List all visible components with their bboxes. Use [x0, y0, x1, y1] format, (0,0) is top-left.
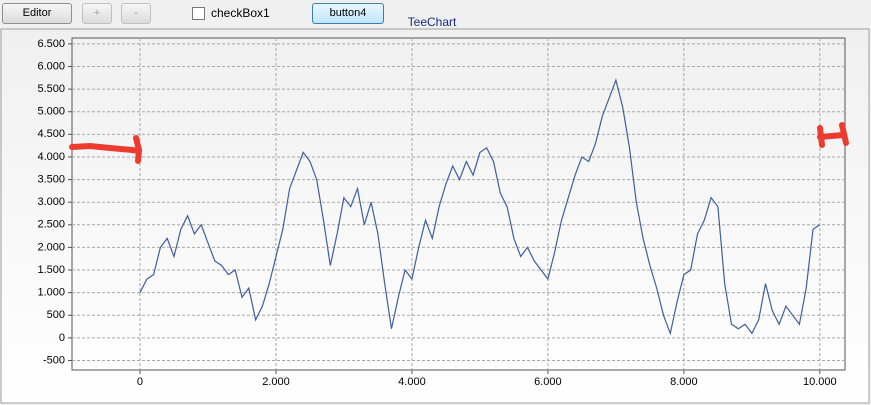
y-tick-label: 2.500 — [37, 219, 65, 231]
red-annotation — [69, 135, 143, 164]
y-tick-label: 500 — [47, 309, 65, 321]
x-tick-label: 8.000 — [670, 376, 698, 388]
checkbox-label: checkBox1 — [211, 6, 270, 20]
button4[interactable]: button4 — [312, 3, 384, 24]
y-tick-label: 3.500 — [37, 173, 65, 185]
x-tick-label: 10.000 — [803, 376, 837, 388]
y-tick-label: 4.000 — [37, 151, 65, 163]
y-tick-label: 6.500 — [37, 38, 65, 50]
x-tick-label: 2.000 — [262, 376, 290, 388]
data-line — [139, 78, 821, 336]
y-tick-label: 2.000 — [37, 241, 65, 253]
red-annotation — [817, 122, 849, 148]
y-tick-label: 5.500 — [37, 83, 65, 95]
y-tick-label: -500 — [43, 354, 65, 366]
y-tick-label: 6.000 — [37, 60, 65, 72]
x-tick-label: 0 — [137, 376, 143, 388]
chart-panel — [0, 28, 870, 404]
chart-title: TeeChart — [408, 15, 457, 29]
minus-button[interactable]: - — [121, 3, 151, 24]
checkbox[interactable]: checkBox1 — [192, 6, 270, 20]
plot-frame — [71, 37, 846, 371]
y-tick-label: 4.500 — [37, 128, 65, 140]
y-tick-label: 1.500 — [37, 264, 65, 276]
y-tick-label: 1.000 — [37, 287, 65, 299]
y-tick-label: 5.000 — [37, 106, 65, 118]
y-tick-label: 3.000 — [37, 196, 65, 208]
plus-button[interactable]: + — [82, 3, 112, 24]
x-tick-label: 6.000 — [534, 376, 562, 388]
x-tick-label: 4.000 — [398, 376, 426, 388]
checkbox-box[interactable] — [192, 6, 205, 20]
y-tick-label: 0 — [59, 332, 65, 344]
editor-button[interactable]: Editor — [2, 3, 72, 24]
